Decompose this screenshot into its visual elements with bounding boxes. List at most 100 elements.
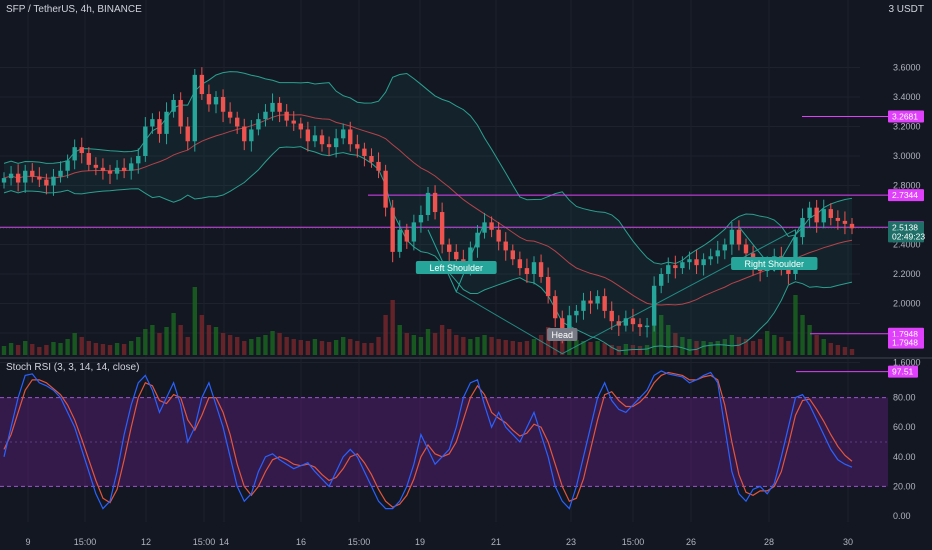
candle-body[interactable]: [595, 296, 600, 304]
stoch-rsi-pane[interactable]: 80.00 60.00 40.00 20.00 0.00 97.51: [0, 365, 918, 521]
candle-body[interactable]: [743, 244, 749, 254]
candle-body[interactable]: [510, 250, 515, 260]
candle-body[interactable]: [708, 256, 713, 260]
price-badge[interactable]: [888, 230, 924, 243]
candle-body[interactable]: [581, 300, 586, 311]
candle-body[interactable]: [355, 144, 360, 149]
candle-body[interactable]: [121, 167, 127, 171]
candle-body[interactable]: [623, 318, 629, 326]
candle-body[interactable]: [701, 259, 706, 266]
candle-body[interactable]: [404, 229, 409, 242]
candle-body[interactable]: [93, 164, 99, 168]
candle-body[interactable]: [588, 300, 593, 304]
candle-body[interactable]: [319, 135, 325, 145]
candle-body[interactable]: [164, 111, 169, 134]
candle-body[interactable]: [538, 262, 544, 277]
candle-body[interactable]: [30, 170, 35, 177]
candle-body[interactable]: [129, 163, 134, 171]
candle-body[interactable]: [15, 173, 21, 183]
candle-body[interactable]: [722, 244, 727, 251]
candle-body[interactable]: [326, 144, 332, 148]
currency-label[interactable]: 3 USDT: [888, 4, 924, 15]
candle-body[interactable]: [206, 94, 212, 105]
rsi-d-line[interactable]: [3, 371, 853, 508]
candle-body[interactable]: [213, 97, 219, 105]
candle-body[interactable]: [574, 310, 579, 316]
candle-body[interactable]: [397, 229, 402, 252]
candle-body[interactable]: [849, 223, 855, 229]
candle-body[interactable]: [235, 117, 240, 127]
candle-body[interactable]: [560, 318, 565, 333]
candle-body[interactable]: [171, 99, 176, 112]
candle-body[interactable]: [157, 119, 162, 134]
candle-body[interactable]: [51, 176, 56, 186]
candlesticks[interactable]: [1, 67, 855, 344]
candle-body[interactable]: [687, 259, 692, 263]
price-axis[interactable]: 3.6000 3.4000 3.2000 3.0000 2.8000 2.4000 2.20…: [888, 63, 925, 368]
candle-body[interactable]: [835, 217, 841, 221]
candle-body[interactable]: [44, 179, 49, 186]
candle-body[interactable]: [807, 207, 812, 218]
candle-body[interactable]: [545, 276, 551, 297]
candle-body[interactable]: [842, 220, 848, 224]
candle-body[interactable]: [651, 285, 657, 326]
candle-body[interactable]: [341, 129, 346, 139]
candle-body[interactable]: [263, 111, 268, 120]
candle-body[interactable]: [1, 178, 7, 183]
candle-body[interactable]: [220, 97, 226, 112]
candle-body[interactable]: [482, 222, 487, 233]
candle-body[interactable]: [517, 259, 523, 269]
candle-body[interactable]: [256, 119, 261, 130]
candle-body[interactable]: [630, 318, 636, 325]
candle-body[interactable]: [369, 156, 374, 162]
candle-body[interactable]: [425, 192, 431, 215]
candle-body[interactable]: [277, 102, 282, 112]
candle-body[interactable]: [312, 135, 318, 142]
candle-body[interactable]: [489, 222, 494, 230]
candle-body[interactable]: [362, 148, 367, 156]
candle-body[interactable]: [814, 207, 819, 223]
candle-body[interactable]: [185, 126, 190, 142]
candle-body[interactable]: [136, 156, 141, 164]
candle-body[interactable]: [609, 310, 614, 322]
candle-body[interactable]: [729, 229, 735, 245]
candle-body[interactable]: [390, 207, 395, 252]
candle-body[interactable]: [376, 161, 381, 171]
rsi-k-line[interactable]: [3, 370, 853, 510]
candle-body[interactable]: [114, 167, 120, 174]
price-badge[interactable]: [888, 336, 924, 349]
candle-body[interactable]: [284, 111, 289, 121]
candle-body[interactable]: [418, 215, 424, 223]
candle-body[interactable]: [659, 274, 664, 286]
candle-body[interactable]: [637, 324, 643, 328]
candle-body[interactable]: [178, 99, 183, 127]
candle-body[interactable]: [439, 212, 445, 245]
candle-body[interactable]: [666, 265, 671, 274]
candle-body[interactable]: [411, 222, 417, 242]
candle-body[interactable]: [291, 120, 296, 124]
price-badge[interactable]: [888, 189, 924, 202]
candle-body[interactable]: [432, 192, 438, 213]
candle-body[interactable]: [227, 111, 233, 118]
candle-body[interactable]: [333, 138, 339, 148]
price-badge[interactable]: [888, 110, 924, 123]
candle-body[interactable]: [86, 153, 91, 165]
candle-body[interactable]: [37, 176, 42, 180]
candle-body[interactable]: [249, 129, 254, 142]
candle-body[interactable]: [602, 296, 607, 311]
candle-body[interactable]: [199, 74, 205, 95]
candle-body[interactable]: [58, 170, 63, 177]
candle-body[interactable]: [567, 315, 572, 333]
candle-body[interactable]: [447, 244, 452, 252]
candle-body[interactable]: [673, 265, 678, 269]
candle-body[interactable]: [715, 250, 720, 257]
candle-body[interactable]: [680, 262, 685, 269]
candle-body[interactable]: [553, 296, 558, 319]
candle-body[interactable]: [786, 266, 791, 274]
candle-body[interactable]: [531, 262, 537, 274]
candle-body[interactable]: [736, 229, 742, 245]
candle-body[interactable]: [8, 173, 14, 179]
candle-body[interactable]: [298, 123, 303, 130]
candle-body[interactable]: [793, 237, 798, 274]
